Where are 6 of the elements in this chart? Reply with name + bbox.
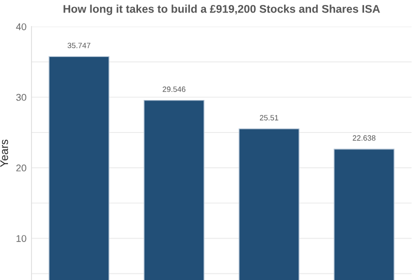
y-tick-label: 10	[16, 235, 26, 242]
chart-title: How long it takes to build a £919,200 Stocks and Shares ISA	[64, 4, 380, 16]
y-tick-label: 30	[16, 94, 26, 101]
y-axis-title: Years	[0, 140, 8, 168]
y-tick-label: 40	[16, 23, 26, 30]
y-tick-label: 20	[16, 164, 26, 172]
